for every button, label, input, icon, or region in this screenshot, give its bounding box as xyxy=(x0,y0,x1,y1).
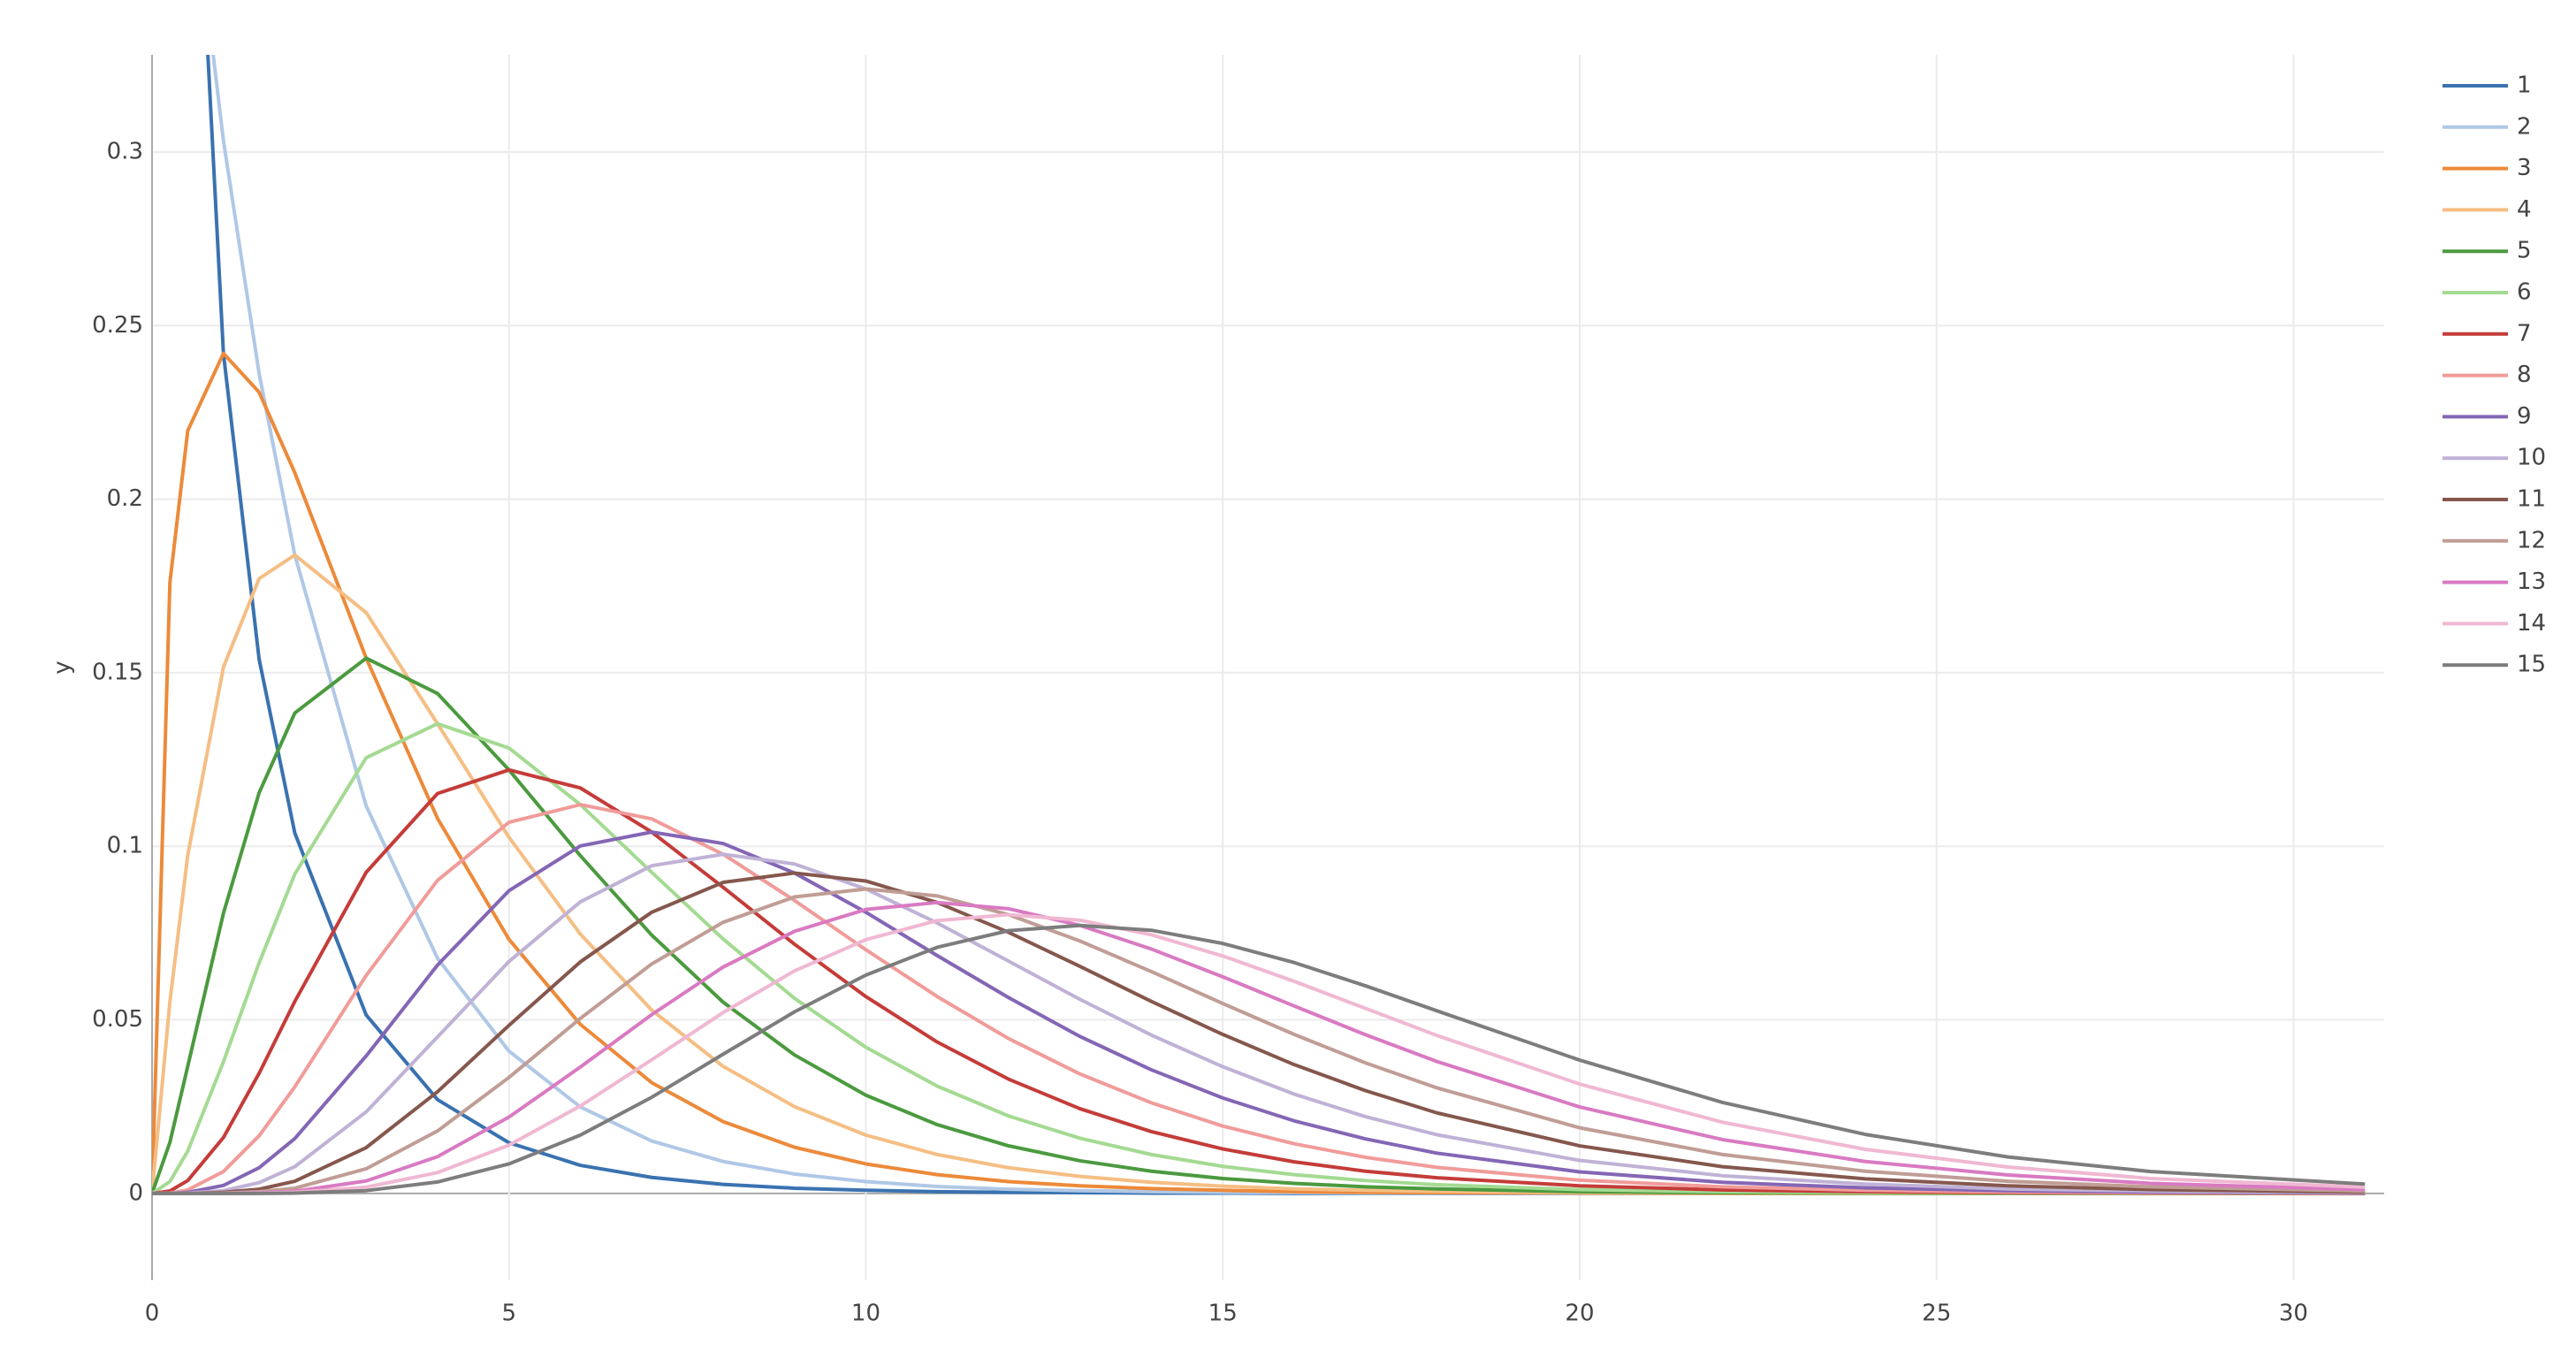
y-tick-label: 0.05 xyxy=(92,1006,143,1033)
plot-area xyxy=(152,55,2366,1195)
x-tick-label: 20 xyxy=(1565,1301,1594,1327)
legend-label: 9 xyxy=(2517,403,2532,430)
y-axis-label: y xyxy=(50,660,76,674)
y-tick-label: 0 xyxy=(128,1179,143,1206)
y-tick-label: 0.2 xyxy=(107,485,143,512)
series-line xyxy=(152,803,2366,1195)
x-tick-label: 25 xyxy=(1922,1301,1951,1327)
y-tick-label: 0.1 xyxy=(107,833,143,859)
legend-label: 15 xyxy=(2517,652,2546,678)
legend-label: 1 xyxy=(2517,72,2532,99)
legend-label: 12 xyxy=(2517,527,2546,553)
legend-label: 7 xyxy=(2517,320,2532,347)
legend-label: 8 xyxy=(2517,362,2532,388)
legend-label: 5 xyxy=(2517,238,2532,264)
x-tick-label: 30 xyxy=(2279,1301,2308,1327)
series-line xyxy=(152,871,2366,1195)
x-tick-label: 10 xyxy=(851,1301,880,1327)
x-tick-label: 5 xyxy=(501,1301,516,1327)
y-tick-label: 0.15 xyxy=(92,659,143,685)
series-line xyxy=(152,887,2366,1195)
series-line xyxy=(152,767,2366,1195)
y-tick-label: 0.25 xyxy=(92,312,143,339)
y-tick-label: 0.3 xyxy=(107,138,143,164)
legend-label: 11 xyxy=(2517,486,2546,513)
series-line xyxy=(152,721,2366,1195)
series-line xyxy=(152,830,2366,1195)
legend-label: 2 xyxy=(2517,113,2532,140)
legend-label: 6 xyxy=(2517,279,2532,306)
legend-label: 14 xyxy=(2517,610,2546,637)
legend-label: 13 xyxy=(2517,568,2546,595)
series-line xyxy=(206,55,2366,1195)
x-tick-label: 15 xyxy=(1208,1301,1238,1327)
legend-label: 3 xyxy=(2517,155,2532,181)
x-tick-label: 0 xyxy=(145,1301,160,1327)
series-line xyxy=(152,852,2366,1195)
series-line xyxy=(211,55,2366,1195)
series-line xyxy=(152,923,2366,1195)
legend-label: 10 xyxy=(2517,445,2546,471)
legend-label: 4 xyxy=(2517,196,2532,223)
series-line xyxy=(152,351,2366,1195)
series-line xyxy=(152,912,2366,1195)
